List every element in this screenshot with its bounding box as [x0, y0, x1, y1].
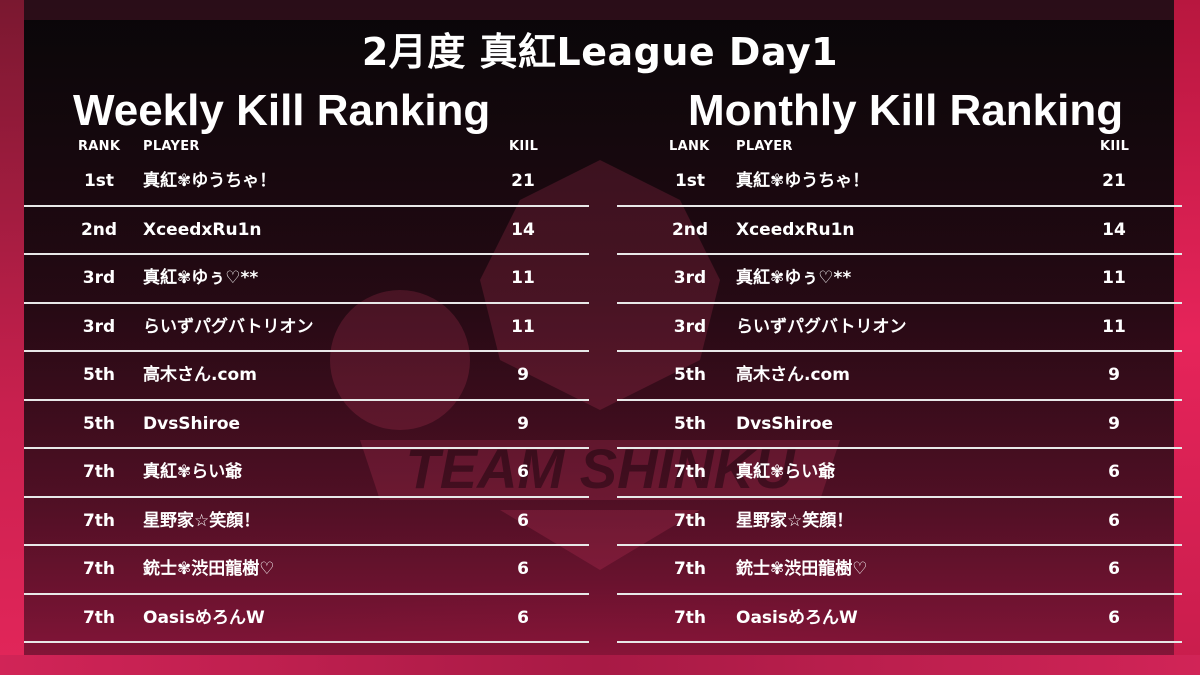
kill-count-cell: 11	[511, 268, 535, 288]
rank-cell: 7th	[82, 510, 116, 531]
weekly-rank-header: RANK	[78, 139, 121, 154]
kill-count-cell: 6	[517, 607, 529, 628]
player-name-cell: 真紅✾ゆうちゃ！	[143, 171, 277, 191]
player-name-cell: 星野家☆笑顔！	[143, 510, 261, 531]
table-row: 7th 真紅✾らい爺 6	[617, 449, 1182, 498]
table-row: 7th 星野家☆笑顔！ 6	[24, 498, 589, 546]
weekly-ranking-table: 1st 真紅✾ゆうちゃ！ 21 2nd XceedxRu1n 14 3rd 真紅✾ゆぅ♡** 1…	[24, 158, 589, 643]
kill-count-cell: 9	[517, 365, 529, 385]
monthly-rank-header: LANK	[669, 139, 710, 154]
kill-count-cell: 11	[511, 316, 535, 337]
monthly-player-header: PLAYER	[736, 139, 793, 154]
player-name-cell: 高木さん.com	[143, 365, 257, 385]
kill-count-cell: 14	[511, 219, 535, 240]
table-row: 3rd 真紅✾ゆぅ♡** 11	[24, 255, 589, 304]
rank-cell: 3rd	[82, 316, 116, 337]
rank-cell: 7th	[673, 510, 707, 531]
right-accent-edge	[1174, 0, 1200, 675]
rank-cell: 3rd	[673, 268, 707, 288]
player-name-cell: らいずパグバトリオン	[736, 316, 907, 337]
kill-count-cell: 9	[1108, 413, 1120, 434]
kill-count-cell: 11	[1102, 316, 1126, 337]
player-name-cell: OasisめろんW	[143, 607, 265, 628]
table-row: 3rd 真紅✾ゆぅ♡** 11	[617, 255, 1182, 304]
player-name-cell: 真紅✾ゆぅ♡**	[143, 268, 259, 288]
rank-cell: 7th	[673, 462, 707, 482]
table-row: 1st 真紅✾ゆうちゃ！ 21	[24, 158, 589, 207]
table-row: 7th 真紅✾らい爺 6	[24, 449, 589, 498]
bottom-accent-edge	[0, 655, 1200, 675]
rank-cell: 5th	[673, 365, 707, 385]
weekly-kill-header: KIIL	[509, 139, 539, 154]
rank-cell: 5th	[82, 365, 116, 385]
rank-cell: 7th	[82, 607, 116, 628]
monthly-ranking-table: 1st 真紅✾ゆうちゃ！ 21 2nd XceedxRu1n 14 3rd 真紅✾ゆぅ♡** 1…	[617, 158, 1182, 643]
table-row: 5th 高木さん.com 9	[617, 352, 1182, 401]
player-name-cell: 真紅✾らい爺	[143, 462, 243, 482]
rank-cell: 7th	[673, 559, 707, 579]
rank-cell: 2nd	[80, 219, 118, 240]
player-name-cell: DvsShiroe	[736, 413, 834, 434]
table-row: 7th 銃士✾渋田龍樹♡ 6	[24, 546, 589, 595]
table-row: 2nd XceedxRu1n 14	[24, 207, 589, 255]
kill-count-cell: 9	[1108, 365, 1120, 385]
player-name-cell: 真紅✾ゆぅ♡**	[736, 268, 852, 288]
table-row: 1st 真紅✾ゆうちゃ！ 21	[617, 158, 1182, 207]
rank-cell: 7th	[82, 559, 116, 579]
player-name-cell: DvsShiroe	[143, 413, 241, 434]
rank-cell: 5th	[82, 413, 116, 434]
player-name-cell: 銃士✾渋田龍樹♡	[143, 559, 275, 579]
player-name-cell: XceedxRu1n	[736, 219, 855, 240]
kill-count-cell: 21	[1102, 171, 1126, 191]
table-row: 5th DvsShiroe 9	[617, 401, 1182, 449]
kill-count-cell: 14	[1102, 219, 1126, 240]
table-row: 7th 星野家☆笑顔！ 6	[617, 498, 1182, 546]
rank-cell: 5th	[673, 413, 707, 434]
weekly-player-header: PLAYER	[143, 139, 200, 154]
player-name-cell: XceedxRu1n	[143, 219, 262, 240]
table-row: 5th 高木さん.com 9	[24, 352, 589, 401]
rank-cell: 7th	[82, 462, 116, 482]
player-name-cell: 高木さん.com	[736, 365, 850, 385]
player-name-cell: 真紅✾らい爺	[736, 462, 836, 482]
table-row: 5th DvsShiroe 9	[24, 401, 589, 449]
player-name-cell: 銃士✾渋田龍樹♡	[736, 559, 868, 579]
kill-count-cell: 9	[517, 413, 529, 434]
player-name-cell: 星野家☆笑顔！	[736, 510, 854, 531]
table-row: 3rd らいずパグバトリオン 11	[24, 304, 589, 352]
table-row: 2nd XceedxRu1n 14	[617, 207, 1182, 255]
kill-count-cell: 6	[1108, 607, 1120, 628]
page-title: 2月度 真紅League Day1	[361, 30, 839, 74]
rank-cell: 1st	[83, 171, 115, 191]
table-row: 7th 銃士✾渋田龍樹♡ 6	[617, 546, 1182, 595]
content-panel	[24, 20, 1174, 655]
kill-count-cell: 6	[517, 462, 529, 482]
rank-cell: 7th	[673, 607, 707, 628]
monthly-section-title: Monthly Kill Ranking	[688, 86, 1124, 135]
kill-count-cell: 6	[1108, 462, 1120, 482]
player-name-cell: らいずパグバトリオン	[143, 316, 314, 337]
weekly-section-title: Weekly Kill Ranking	[73, 86, 491, 135]
kill-count-cell: 6	[1108, 510, 1120, 531]
player-name-cell: OasisめろんW	[736, 607, 858, 628]
left-accent-edge	[0, 0, 24, 675]
monthly-kill-header: KIIL	[1100, 139, 1130, 154]
player-name-cell: 真紅✾ゆうちゃ！	[736, 171, 870, 191]
table-row: 7th OasisめろんW 6	[24, 595, 589, 643]
table-row: 7th OasisめろんW 6	[617, 595, 1182, 643]
kill-count-cell: 6	[517, 510, 529, 531]
rank-cell: 2nd	[671, 219, 709, 240]
rank-cell: 1st	[674, 171, 706, 191]
kill-count-cell: 6	[517, 559, 529, 579]
rank-cell: 3rd	[82, 268, 116, 288]
kill-count-cell: 21	[511, 171, 535, 191]
kill-count-cell: 6	[1108, 559, 1120, 579]
table-row: 3rd らいずパグバトリオン 11	[617, 304, 1182, 352]
kill-count-cell: 11	[1102, 268, 1126, 288]
rank-cell: 3rd	[673, 316, 707, 337]
